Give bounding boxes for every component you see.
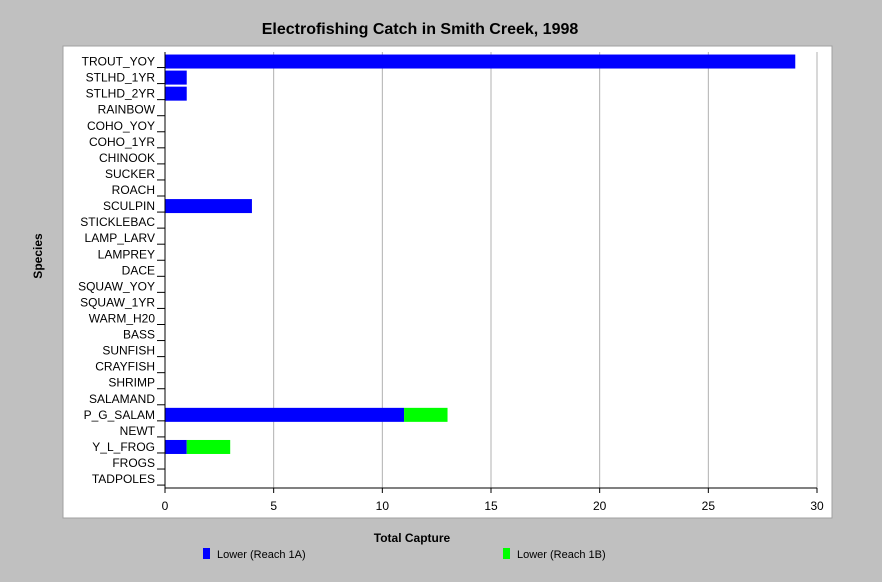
y-tick-label: SQUAW_YOY [78, 279, 155, 293]
y-tick-label: WARM_H20 [89, 311, 156, 325]
y-tick-label: SQUAW_1YR [80, 295, 155, 309]
legend-label-series-1: Lower (Reach 1A) [217, 549, 306, 561]
y-tick-label: ROACH [112, 183, 155, 197]
x-tick-label: 15 [484, 499, 498, 513]
x-tick-label: 30 [810, 499, 824, 513]
x-tick-label: 20 [593, 499, 607, 513]
legend-swatch-series-1 [203, 548, 210, 559]
x-tick-label: 10 [376, 499, 390, 513]
y-tick-label: STICKLEBAC [80, 215, 155, 229]
y-tick-label: Y_L_FROG [92, 440, 155, 454]
y-tick-label: CHINOOK [99, 151, 155, 165]
bar-sculpin-series-1 [165, 199, 252, 214]
y-tick-label: SALAMAND [89, 392, 155, 406]
y-tick-label: STLHD_1YR [86, 71, 156, 85]
x-tick-label: 0 [162, 499, 169, 513]
y-tick-label: TROUT_YOY [82, 55, 155, 69]
y-tick-label: SUCKER [105, 167, 155, 181]
y-tick-label: FROGS [112, 456, 155, 470]
legend-swatch-series-2 [503, 548, 510, 559]
y-tick-label: TADPOLES [92, 472, 155, 486]
bar-stlhd-1yr-series-1 [165, 70, 187, 85]
axes: 0 5 10 15 20 25 30 TROUT_YOY STLHD_1YR STLHD_2YR R… [78, 52, 824, 513]
y-tick-label: P_G_SALAM [84, 408, 155, 422]
bar-y-l-frog-series-1 [165, 439, 187, 454]
chart-title: Electrofishing Catch in Smith Creek, 199… [262, 21, 579, 38]
y-tick-label: COHO_YOY [87, 119, 155, 133]
y-tick-label: COHO_1YR [89, 135, 155, 149]
bar-trout-yoy-series-1 [165, 54, 796, 69]
y-tick-label: LAMPREY [98, 247, 155, 261]
y-tick-label: SCULPIN [103, 199, 155, 213]
bar-p-g-salam-series-1 [165, 407, 405, 422]
bar-p-g-salam-series-2 [404, 407, 448, 422]
y-tick-label: SUNFISH [102, 344, 155, 358]
legend: Lower (Reach 1A) Lower (Reach 1B) [203, 548, 606, 561]
x-tick-label: 5 [270, 499, 277, 513]
y-tick-label: CRAYFISH [95, 360, 155, 374]
y-tick-label: BASS [123, 328, 155, 342]
bar-y-l-frog-series-2 [186, 439, 231, 454]
y-tick-label: NEWT [120, 424, 156, 438]
y-tick-label: LAMP_LARV [85, 231, 155, 245]
plot-panel [62, 45, 833, 519]
x-tick-label: 25 [702, 499, 716, 513]
y-tick-label: DACE [122, 263, 155, 277]
legend-label-series-2: Lower (Reach 1B) [517, 549, 606, 561]
y-tick-label: STLHD_2YR [86, 87, 156, 101]
y-tick-label: RAINBOW [98, 103, 156, 117]
x-axis-title: Total Capture [374, 531, 451, 545]
bars [165, 54, 796, 454]
y-tick-label: SHRIMP [108, 376, 155, 390]
bar-stlhd-2yr-series-1 [165, 86, 187, 101]
y-axis-title: Species [31, 233, 45, 279]
